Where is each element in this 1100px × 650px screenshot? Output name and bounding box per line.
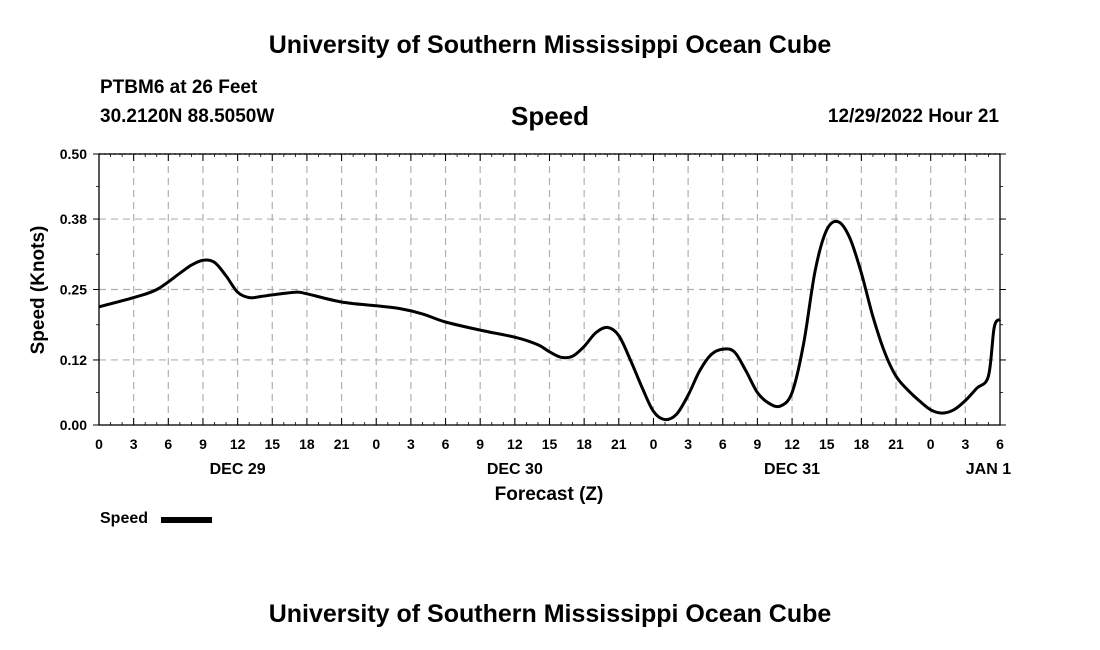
y-tick-label: 0.38 bbox=[60, 211, 87, 227]
y-tick-label: 0.00 bbox=[60, 417, 87, 433]
x-tick-label: 12 bbox=[507, 436, 523, 452]
day-label: DEC 31 bbox=[764, 461, 820, 478]
y-axis-title: Speed (Knots) bbox=[28, 226, 49, 355]
x-tick-label: 9 bbox=[476, 436, 484, 452]
x-tick-label: 15 bbox=[819, 436, 835, 452]
speed-series-line bbox=[98, 219, 1002, 422]
x-tick-label: 15 bbox=[542, 436, 558, 452]
forecast-datetime: 12/29/2022 Hour 21 bbox=[827, 106, 999, 127]
x-tick-label: 3 bbox=[130, 436, 138, 452]
x-tick-label: 18 bbox=[854, 436, 870, 452]
x-tick-label: 0 bbox=[650, 436, 658, 452]
x-tick-label: 18 bbox=[576, 436, 592, 452]
x-tick-label: 9 bbox=[754, 436, 762, 452]
x-tick-label: 6 bbox=[719, 436, 727, 452]
x-tick-label: 21 bbox=[611, 436, 627, 452]
legend-label: Speed bbox=[100, 510, 149, 527]
day-label: DEC 29 bbox=[210, 461, 266, 478]
x-tick-label: 12 bbox=[230, 436, 246, 452]
day-label: JAN 1 bbox=[966, 461, 1011, 478]
day-label: DEC 30 bbox=[487, 461, 543, 478]
x-tick-label: 3 bbox=[407, 436, 415, 452]
series-layer bbox=[98, 219, 1002, 422]
station-coordinates: 30.2120N 88.5050W bbox=[100, 106, 275, 127]
x-tick-label: 3 bbox=[961, 436, 969, 452]
x-axis-title: Forecast (Z) bbox=[495, 484, 604, 505]
x-tick-label: 15 bbox=[264, 436, 280, 452]
x-tick-label: 18 bbox=[299, 436, 315, 452]
legend-swatch bbox=[161, 517, 212, 523]
x-tick-label: 9 bbox=[199, 436, 207, 452]
y-tick-label: 0.25 bbox=[60, 282, 87, 298]
x-tick-label: 3 bbox=[684, 436, 692, 452]
x-tick-label: 12 bbox=[784, 436, 800, 452]
axis-labels: 0 3 6 9 12 15 18 21 0 3 6 9 12 15 18 21 0 3 6 9 12 15 18 21 0 3 6 0… bbox=[28, 146, 1011, 505]
y-tick-label: 0.12 bbox=[60, 352, 87, 368]
plot-frame bbox=[98, 153, 1001, 426]
x-tick-label: 0 bbox=[372, 436, 380, 452]
x-tick-label: 0 bbox=[95, 436, 103, 452]
chart-title: Speed bbox=[510, 101, 590, 131]
page-title: University of Southern Mississippi Ocean… bbox=[268, 31, 832, 59]
x-tick-label: 0 bbox=[927, 436, 935, 452]
y-tick-label: 0.50 bbox=[60, 146, 87, 162]
station-label: PTBM6 at 26 Feet bbox=[100, 77, 258, 98]
x-tick-label: 21 bbox=[334, 436, 350, 452]
x-tick-label: 21 bbox=[888, 436, 904, 452]
x-tick-label: 6 bbox=[442, 436, 450, 452]
footer-title: University of Southern Mississippi Ocean… bbox=[268, 600, 832, 628]
x-tick-label: 6 bbox=[996, 436, 1004, 452]
x-tick-label: 6 bbox=[164, 436, 172, 452]
